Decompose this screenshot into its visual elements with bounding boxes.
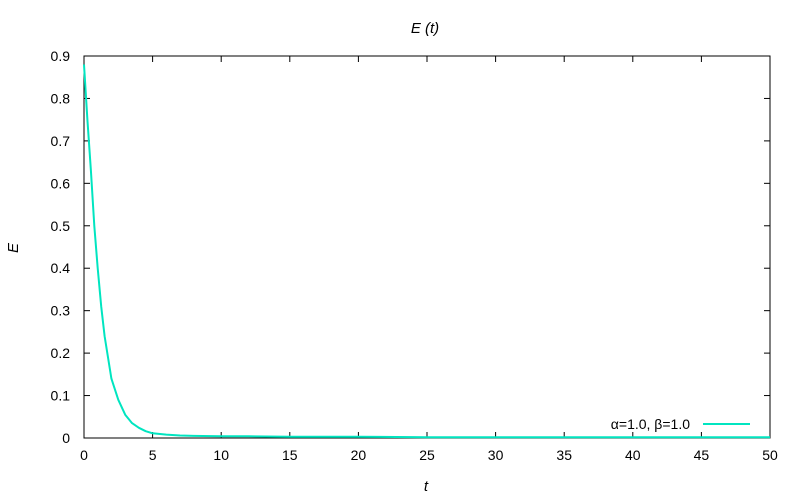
legend: α=1.0, β=1.0 <box>611 416 750 432</box>
y-tick-label: 0.4 <box>51 260 71 276</box>
x-tick-label: 35 <box>556 447 572 463</box>
y-tick-label: 0.7 <box>51 133 71 149</box>
x-axis-label: t <box>424 478 429 495</box>
x-tick-label: 10 <box>213 447 229 463</box>
legend-label: α=1.0, β=1.0 <box>611 416 690 432</box>
y-tick-label: 0.1 <box>51 388 71 404</box>
y-tick-label: 0.5 <box>51 218 71 234</box>
x-tick-label: 30 <box>488 447 504 463</box>
y-axis-label: E <box>5 242 22 253</box>
x-tick-label: 5 <box>149 447 157 463</box>
axis-ticks: 0 5 10 15 20 25 30 35 40 45 50 0 0.1 0.2 0.3 0.4 0.5 0.6 0… <box>51 48 778 463</box>
x-tick-label: 40 <box>625 447 641 463</box>
x-tick-label: 25 <box>419 447 435 463</box>
x-tick-label: 45 <box>694 447 710 463</box>
x-tick-label: 20 <box>351 447 367 463</box>
x-tick-label: 15 <box>282 447 298 463</box>
y-tick-label: 0.9 <box>51 48 71 64</box>
x-tick-label: 0 <box>80 447 88 463</box>
y-tick-label: 0.8 <box>51 90 71 106</box>
series-group <box>83 64 770 439</box>
plot-frame <box>83 55 771 439</box>
series-line <box>83 64 770 439</box>
y-tick-label: 0 <box>62 430 70 446</box>
x-tick-label: 50 <box>762 447 778 463</box>
y-tick-label: 0.3 <box>51 303 71 319</box>
y-tick-label: 0.2 <box>51 345 71 361</box>
y-tick-label: 0.6 <box>51 175 71 191</box>
chart-title: E (t) <box>411 20 439 37</box>
